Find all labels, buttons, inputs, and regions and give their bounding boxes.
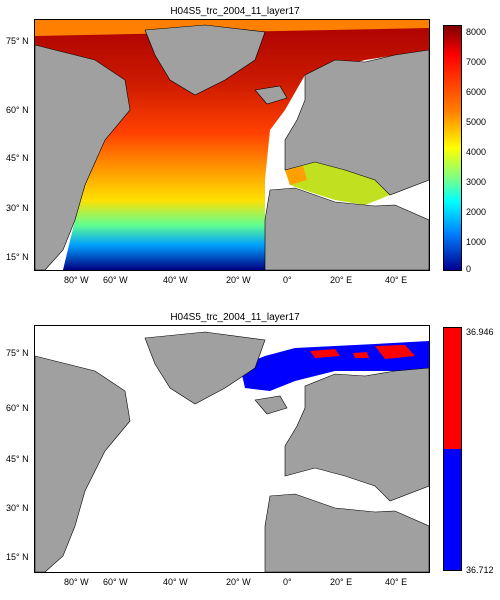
bottom-map-canvas xyxy=(35,331,429,572)
top-colorbar-tick-7000: 7000 xyxy=(466,57,487,67)
bottom-land-iceland xyxy=(254,395,288,415)
bottom-land-europe xyxy=(284,367,429,502)
top-x-tick-20w: 20° W xyxy=(226,275,251,285)
top-colorbar-tick-0: 0 xyxy=(466,264,472,274)
top-map-canvas xyxy=(35,20,429,270)
bottom-x-tick-60w: 60° W xyxy=(103,577,128,587)
bottom-colorbar xyxy=(443,327,462,571)
bottom-y-tick-30n: 30° N xyxy=(6,503,29,513)
bottom-y-tick-15n: 15° N xyxy=(6,552,29,562)
top-x-tick-20e: 20° E xyxy=(330,275,353,285)
bottom-x-tick-20e: 20° E xyxy=(330,577,353,587)
top-y-tick-30n: 30° N xyxy=(6,203,29,213)
bottom-x-tick-80w: 80° W xyxy=(64,577,89,587)
bottom-x-tick-0: 0° xyxy=(283,577,292,587)
top-colorbar-tick-5000: 5000 xyxy=(466,117,487,127)
top-y-tick-75n: 75° N xyxy=(6,36,29,46)
top-colorbar-tick-8000: 8000 xyxy=(466,27,487,37)
bottom-colorbar-bottom-label: 36.712 xyxy=(466,565,494,575)
top-colorbar-tick-6000: 6000 xyxy=(466,87,487,97)
bottom-map-panel: H04S5_trc_2004_11_layer17 75° N 60° N 45… xyxy=(0,300,500,600)
bottom-land-greenland xyxy=(144,331,266,405)
top-y-tick-15n: 15° N xyxy=(6,252,29,262)
top-x-tick-80w: 80° W xyxy=(64,275,89,285)
top-colorbar-tick-1000: 1000 xyxy=(466,237,487,247)
top-colorbar-tick-2000: 2000 xyxy=(466,207,487,217)
top-y-tick-60n: 60° N xyxy=(6,105,29,115)
top-map-frame xyxy=(34,19,430,271)
bottom-x-tick-40e: 40° E xyxy=(385,577,408,587)
top-mediterranean-field xyxy=(285,162,390,205)
bottom-y-tick-45n: 45° N xyxy=(6,454,29,464)
top-mediterranean-west xyxy=(285,166,307,185)
top-x-tick-0: 0° xyxy=(283,275,292,285)
top-colorbar-tick-4000: 4000 xyxy=(466,147,487,157)
bottom-map-title: H04S5_trc_2004_11_layer17 xyxy=(170,312,300,323)
bottom-land-africa xyxy=(264,493,429,572)
bottom-x-tick-20w: 20° W xyxy=(226,577,251,587)
top-map-panel: H04S5_trc_2004_11_layer17 xyxy=(6,6,487,285)
top-y-tick-45n: 45° N xyxy=(6,153,29,163)
top-x-tick-40e: 40° E xyxy=(385,275,408,285)
top-colorbar xyxy=(443,25,462,271)
bottom-colorbar-top-label: 36.946 xyxy=(466,327,494,337)
top-land-greenland xyxy=(144,24,266,96)
top-land-iceland xyxy=(254,85,288,105)
bottom-map-frame xyxy=(34,325,430,573)
top-map-title: H04S5_trc_2004_11_layer17 xyxy=(170,6,300,17)
bottom-y-tick-60n: 60° N xyxy=(6,403,29,413)
top-land-europe xyxy=(284,49,429,196)
bottom-red-patch-1 xyxy=(310,349,340,358)
top-ocean-field xyxy=(35,20,429,270)
bottom-red-patch-3 xyxy=(353,352,369,358)
bottom-x-tick-40w: 40° W xyxy=(163,577,188,587)
top-land-north-america xyxy=(35,44,131,270)
top-colorbar-tick-3000: 3000 xyxy=(466,177,487,187)
bottom-red-patch-2 xyxy=(375,345,415,359)
top-land-africa xyxy=(264,187,429,270)
top-x-tick-60w: 60° W xyxy=(103,275,128,285)
top-x-tick-40w: 40° W xyxy=(163,275,188,285)
bottom-y-tick-75n: 75° N xyxy=(6,348,29,358)
bottom-land-north-america xyxy=(35,355,131,572)
